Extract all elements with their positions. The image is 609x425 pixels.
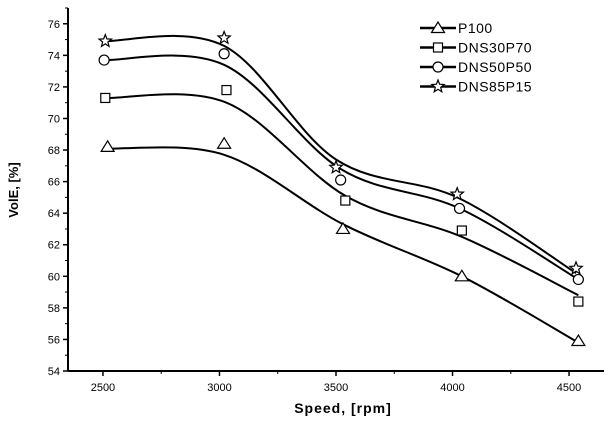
point-p100-1 xyxy=(216,136,232,149)
point-dns30p70-3 xyxy=(456,225,467,236)
point-dns85p15-4 xyxy=(568,260,584,276)
legend: P100 DNS30P70 DNS50P50 DNS85P15 xyxy=(420,20,532,95)
legend-label-p100: P100 xyxy=(458,20,493,36)
point-dns85p15-0 xyxy=(97,32,114,48)
point-dns50p50-1 xyxy=(218,48,230,60)
point-p100-3 xyxy=(454,269,470,282)
point-dns50p50-2 xyxy=(335,174,347,186)
x-tick-label: 4500 xyxy=(557,382,581,394)
legend-marker-dns50p50 xyxy=(432,61,444,73)
point-dns30p70-0 xyxy=(100,92,111,104)
y-tick-label: 62 xyxy=(48,240,60,252)
legend-label-dns50p50: DNS50P50 xyxy=(458,59,532,75)
point-dns85p15-2 xyxy=(328,159,344,175)
y-tick-label: 68 xyxy=(48,145,60,157)
x-axis-label: Speed, [rpm] xyxy=(294,400,392,416)
y-tick-label: 60 xyxy=(48,271,60,283)
x-tick-label: 2500 xyxy=(91,382,115,394)
point-dns30p70-1 xyxy=(221,84,232,96)
legend-marker-p100 xyxy=(430,20,446,34)
y-tick-label: 56 xyxy=(48,334,60,346)
legend-marker-dns85p15 xyxy=(430,78,446,94)
point-p100-0 xyxy=(100,139,116,152)
point-p100-4 xyxy=(570,333,586,347)
legend-label-dns85p15: DNS85P15 xyxy=(458,79,532,95)
y-tick-label: 66 xyxy=(48,177,60,189)
y-tick-label: 72 xyxy=(48,82,60,94)
y-tick-label: 64 xyxy=(48,208,60,220)
legend-marker-dns30p70 xyxy=(432,42,444,53)
point-dns30p70-2 xyxy=(340,195,351,206)
legend-label-dns30p70: DNS30P70 xyxy=(458,40,532,56)
y-tick-label: 76 xyxy=(48,19,60,31)
y-tick-label: 54 xyxy=(48,366,60,378)
point-dns85p15-3 xyxy=(449,186,466,201)
y-tick-label: 58 xyxy=(48,303,60,315)
x-tick-label: 4000 xyxy=(440,382,464,394)
x-tick-label: 3000 xyxy=(207,382,231,394)
point-dns85p15-1 xyxy=(216,29,232,45)
point-dns50p50-3 xyxy=(453,202,466,215)
y-axis-label: VolE, [%] xyxy=(6,162,21,217)
point-dns50p50-4 xyxy=(572,273,584,286)
point-dns30p70-4 xyxy=(573,296,584,307)
x-tick-label: 3500 xyxy=(324,382,348,394)
point-p100-2 xyxy=(335,221,351,235)
data-markers xyxy=(97,29,586,347)
series-line-dns30p70 xyxy=(105,93,579,297)
series-line-dns50p50 xyxy=(104,54,579,281)
axis-ticks: 2500 3000 3500 4000 4500 54 56 58 60 62 64 66 68 70 72… xyxy=(48,7,581,394)
point-dns50p50-0 xyxy=(98,54,110,66)
y-tick-label: 74 xyxy=(48,50,60,62)
y-tick-label: 70 xyxy=(48,113,60,125)
